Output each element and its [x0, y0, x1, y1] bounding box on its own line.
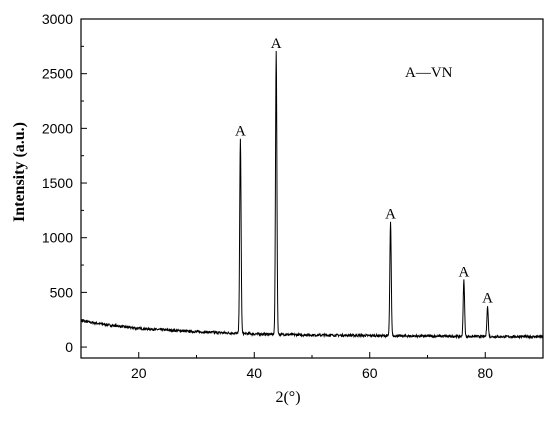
x-tick-label: 20 [131, 365, 147, 381]
x-tick-label: 80 [477, 365, 493, 381]
x-axis-title: 2(°) [275, 389, 300, 406]
peak-label: A [482, 291, 493, 307]
y-axis-title: Intensity (a.u.) [11, 122, 28, 222]
y-tick-label: 0 [65, 339, 73, 355]
peak-label: A [235, 123, 246, 139]
y-tick-label: 1500 [42, 175, 73, 191]
y-tick-label: 2500 [42, 66, 73, 82]
y-tick-label: 1000 [42, 230, 73, 246]
peak-label: A [458, 264, 469, 280]
y-tick-label: 3000 [42, 11, 73, 27]
peak-label: A [385, 206, 396, 222]
series-line-xrd-pattern [80, 50, 544, 340]
x-tick-label: 60 [362, 365, 378, 381]
y-axis: 0 500 1000 1500 2000 2500 3000 [42, 11, 87, 359]
legend-label: A—VN [405, 65, 453, 81]
peak-label: A [271, 36, 282, 52]
y-tick-label: 2000 [42, 120, 73, 136]
x-tick-label: 40 [246, 365, 262, 381]
y-tick-label: 500 [50, 284, 74, 300]
x-axis: 20 40 60 80 [131, 352, 493, 381]
plot-area-frame [80, 18, 544, 359]
